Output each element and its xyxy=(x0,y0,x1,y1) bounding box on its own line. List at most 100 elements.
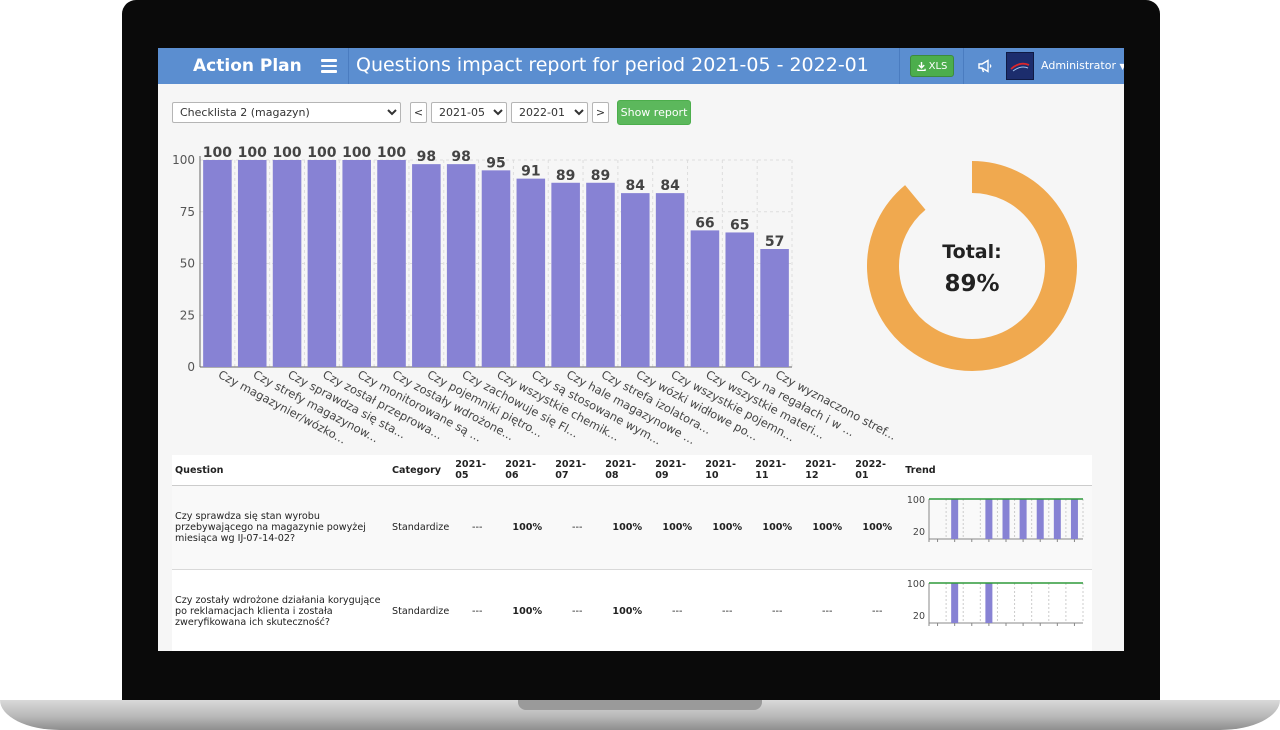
report-filters: Checklista 2 (magazyn) < 2021-05 2022-01… xyxy=(158,100,1124,125)
bar xyxy=(621,193,650,367)
bar-value-label: 100 xyxy=(203,145,232,161)
bar-value-label: 95 xyxy=(486,155,505,171)
value-cell: --- xyxy=(802,569,853,651)
bar xyxy=(203,160,232,367)
trend-tick-label: 20 xyxy=(913,527,925,538)
brand-area: Action Plan xyxy=(158,48,348,84)
bar xyxy=(412,164,441,367)
app-screen: Action Plan Questions impact report for … xyxy=(158,48,1124,651)
bar xyxy=(307,160,337,367)
page-title: Questions impact report for period 2021-… xyxy=(356,54,869,76)
category-cell: Standardize xyxy=(389,569,453,651)
value-cell: 100% xyxy=(702,485,753,570)
bar-value-label: 66 xyxy=(695,215,714,231)
bar xyxy=(725,232,755,367)
table-row[interactable]: Czy sprawdza się stan wyrobu przebywając… xyxy=(172,485,1092,570)
column-header[interactable]: 2021-11 xyxy=(752,455,803,486)
next-period-button[interactable]: > xyxy=(592,102,609,123)
column-header[interactable]: 2021-07 xyxy=(552,455,603,486)
y-tick-label: 75 xyxy=(180,205,195,219)
bar xyxy=(272,160,302,367)
bar xyxy=(342,160,371,367)
user-menu[interactable]: Administrator ▼ xyxy=(1041,59,1124,72)
value-cell: 100% xyxy=(852,485,903,570)
trend-tick-label: 20 xyxy=(913,611,925,622)
donut-chart xyxy=(867,161,1077,371)
bar-value-label: 84 xyxy=(626,178,646,194)
trend-bar xyxy=(951,583,959,623)
value-cell: 100% xyxy=(602,569,653,651)
column-header[interactable]: 2021-09 xyxy=(652,455,703,486)
checklist-select[interactable]: Checklista 2 (magazyn) xyxy=(172,102,401,123)
trend-bar xyxy=(1054,499,1062,539)
trend-sparkline: 100 20 xyxy=(907,579,1084,626)
bar-value-label: 100 xyxy=(307,145,336,161)
bar-value-label: 57 xyxy=(765,234,784,250)
column-header[interactable]: 2021-10 xyxy=(702,455,753,486)
trend-tick-label: 100 xyxy=(907,579,925,590)
download-icon xyxy=(916,61,926,71)
trend-bar xyxy=(1036,499,1044,539)
column-header[interactable]: 2021-12 xyxy=(802,455,853,486)
navbar-divider xyxy=(899,48,900,84)
megaphone-icon[interactable] xyxy=(977,58,993,74)
show-report-button[interactable]: Show report xyxy=(617,100,691,125)
bar xyxy=(655,193,685,367)
bar-value-label: 100 xyxy=(377,145,406,161)
category-cell: Standardize xyxy=(389,485,453,570)
question-cell: Czy sprawdza się stan wyrobu przebywając… xyxy=(172,485,389,570)
menu-hamburger-icon[interactable] xyxy=(321,59,337,73)
trend-bar xyxy=(1002,499,1010,539)
brand-title[interactable]: Action Plan xyxy=(193,56,302,76)
bar-value-label: 98 xyxy=(451,149,470,165)
value-cell: --- xyxy=(452,569,503,651)
value-cell: --- xyxy=(652,569,703,651)
table-row[interactable]: Czy zostały wdrożone działania korygując… xyxy=(172,569,1092,651)
table-header-row: Question Category 2021-05 2021-06 2021-0… xyxy=(172,455,1092,486)
donut-total-value: 89% xyxy=(944,271,1000,297)
value-cell: --- xyxy=(852,569,903,651)
y-tick-label: 0 xyxy=(187,360,195,374)
bar xyxy=(690,230,720,367)
questions-table: Question Category 2021-05 2021-06 2021-0… xyxy=(172,455,1092,651)
column-header[interactable]: 2021-08 xyxy=(602,455,653,486)
bar xyxy=(481,170,511,367)
navbar-divider xyxy=(963,48,964,84)
value-cell: --- xyxy=(702,569,753,651)
period-to-select[interactable]: 2022-01 xyxy=(511,102,588,123)
column-header[interactable]: Question xyxy=(172,455,389,486)
trend-cell: 100 20 xyxy=(902,569,1092,651)
y-tick-label: 25 xyxy=(180,308,195,322)
bar xyxy=(760,249,789,367)
bar xyxy=(586,182,615,367)
bar-value-label: 89 xyxy=(556,168,575,184)
trend-sparkline: 100 20 xyxy=(907,495,1084,542)
bar-value-label: 98 xyxy=(417,149,436,165)
value-cell: 100% xyxy=(502,569,553,651)
avatar[interactable] xyxy=(1006,52,1034,80)
column-header[interactable]: 2021-06 xyxy=(502,455,553,486)
total-donut: Total: 89% xyxy=(864,158,1080,374)
value-cell: 100% xyxy=(802,485,853,570)
bar-value-label: 65 xyxy=(730,217,749,233)
bar-value-label: 89 xyxy=(591,168,610,184)
donut-arc xyxy=(867,161,1077,371)
trend-bar xyxy=(985,583,993,623)
value-cell: --- xyxy=(752,569,803,651)
value-cell: --- xyxy=(452,485,503,570)
trend-bar xyxy=(951,499,959,539)
value-cell: --- xyxy=(552,485,603,570)
bar-value-label: 100 xyxy=(342,145,371,161)
bar xyxy=(516,178,546,367)
prev-period-button[interactable]: < xyxy=(410,102,427,123)
column-header[interactable]: 2022-01 xyxy=(852,455,903,486)
column-header[interactable]: 2021-05 xyxy=(452,455,503,486)
column-header[interactable]: Category xyxy=(389,455,453,486)
period-from-select[interactable]: 2021-05 xyxy=(431,102,507,123)
export-xls-button[interactable]: XLS xyxy=(910,55,954,77)
bar-value-label: 91 xyxy=(521,164,540,180)
y-tick-label: 100 xyxy=(172,153,195,167)
trend-bar xyxy=(985,499,993,539)
column-header[interactable]: Trend xyxy=(902,455,1092,486)
